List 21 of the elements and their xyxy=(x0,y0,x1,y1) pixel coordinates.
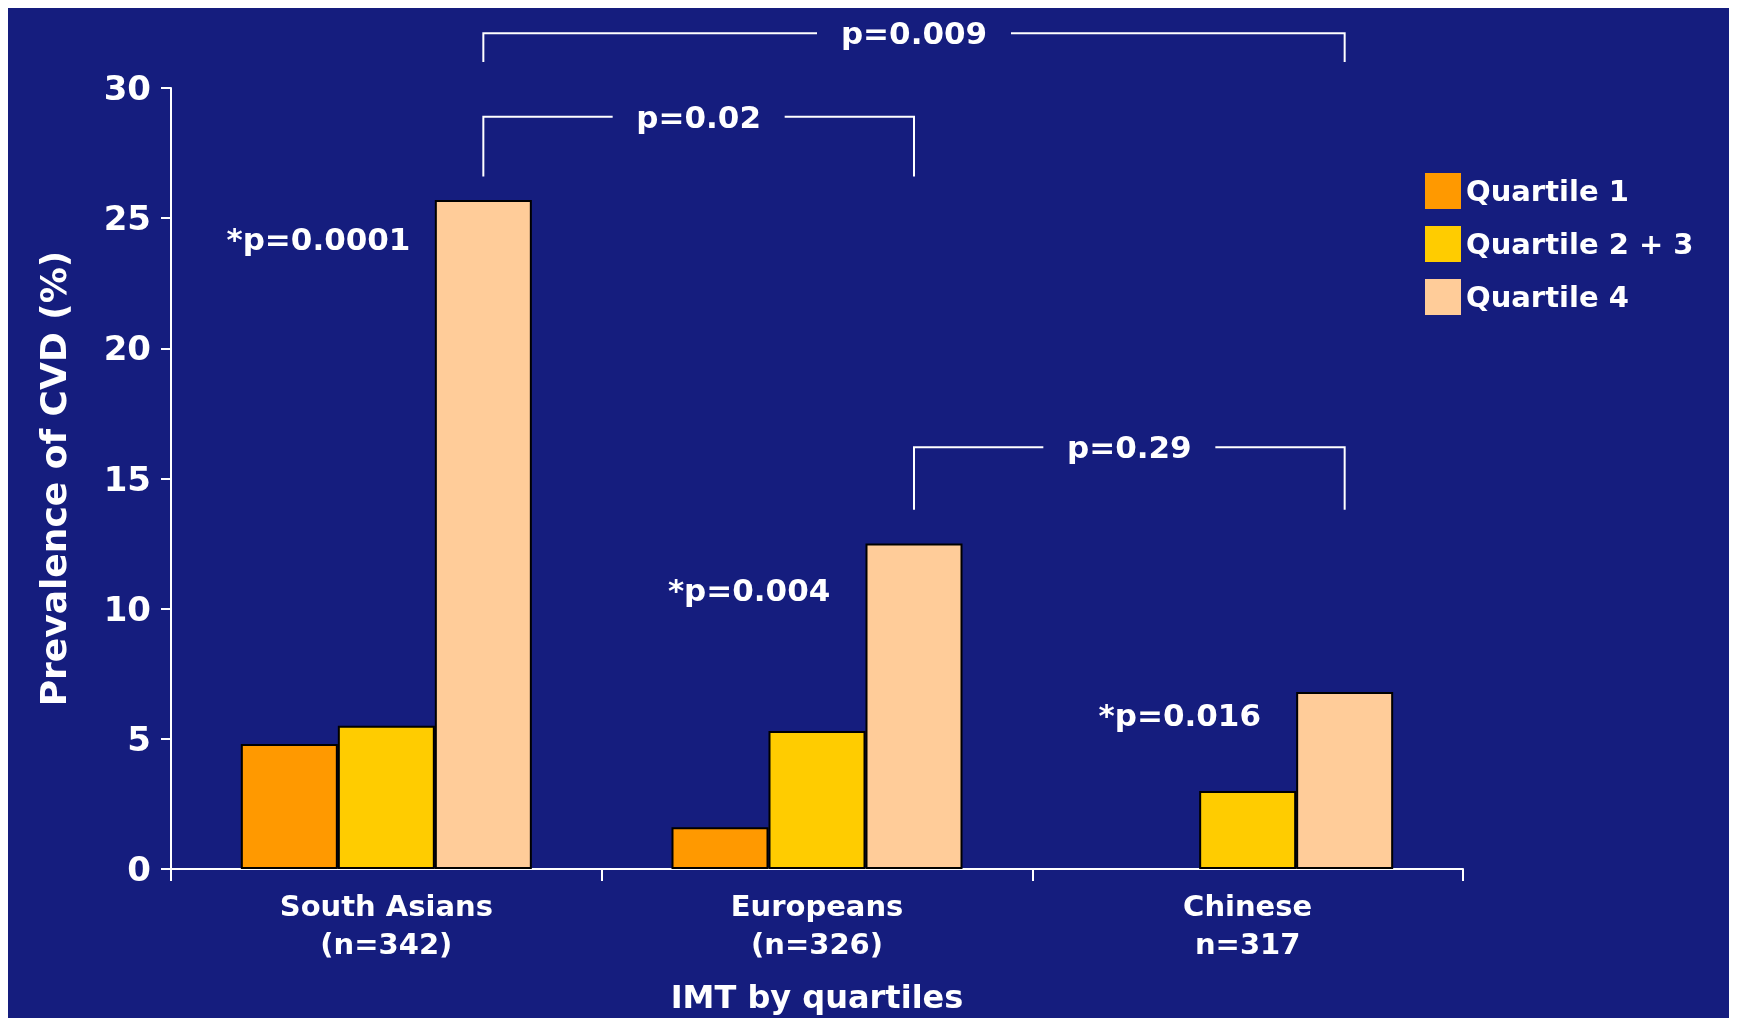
annotation: *p=0.0001 xyxy=(226,220,411,257)
legend-label: Quartile 1 xyxy=(1466,174,1629,208)
x-tick-label: South Asians (n=342) xyxy=(279,889,493,961)
annotation: *p=0.004 xyxy=(667,572,831,609)
y-tick-label: 30 xyxy=(103,68,151,108)
legend-label: Quartile 2 + 3 xyxy=(1466,227,1694,261)
y-tick-label: 20 xyxy=(103,328,151,369)
legend-label: Quartile 4 xyxy=(1466,280,1629,314)
annotation: p=0.29 xyxy=(1067,429,1192,466)
x-tick-label: Europeans (n=326) xyxy=(730,889,904,961)
text: p=0.009 xyxy=(840,15,988,52)
y-axis-title: Prevalence of CVD (%) xyxy=(32,250,74,707)
y-tick-label: 5 xyxy=(127,718,151,759)
y-tick-label: 0 xyxy=(127,849,151,889)
y-tick-label: 25 xyxy=(103,198,151,239)
annotation: *p=0.016 xyxy=(1098,697,1261,734)
y-tick-label: 10 xyxy=(103,588,151,629)
x-tick-label: Chinese n=317 xyxy=(1183,889,1313,961)
y-tick-label: 15 xyxy=(103,458,151,499)
x-axis-title: IMT by quartiles xyxy=(670,978,964,1016)
annotation: p=0.02 xyxy=(636,98,761,135)
